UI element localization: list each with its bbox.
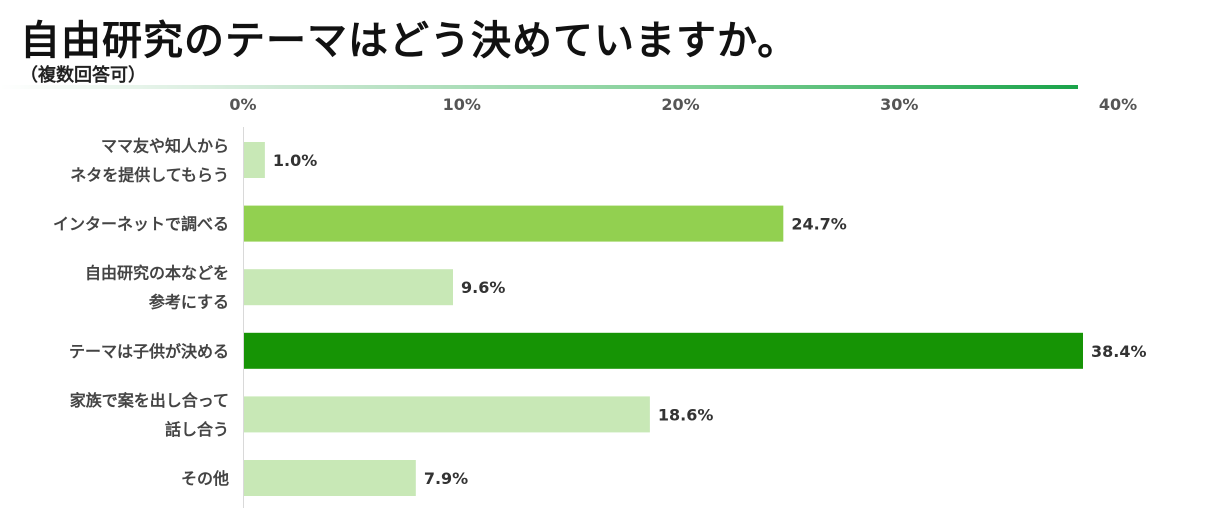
bar bbox=[244, 269, 453, 306]
value-label: 9.6% bbox=[461, 278, 505, 297]
category-label: その他 bbox=[181, 469, 229, 488]
x-tick-label: 0% bbox=[229, 95, 256, 114]
header-gradient-rule bbox=[0, 85, 1078, 89]
category-label: 家族で案を出し合って bbox=[70, 391, 229, 410]
value-label: 18.6% bbox=[658, 405, 714, 424]
category-label: 参考にする bbox=[149, 293, 229, 312]
bar bbox=[244, 205, 784, 242]
value-label: 24.7% bbox=[791, 215, 847, 234]
bar bbox=[244, 142, 265, 178]
category-label: テーマは子供が決める bbox=[69, 342, 229, 361]
x-tick-label: 20% bbox=[661, 95, 699, 114]
chart-subtitle: （複数回答可） bbox=[20, 65, 146, 86]
bar bbox=[244, 396, 650, 433]
x-tick-label: 10% bbox=[443, 95, 481, 114]
bar bbox=[244, 332, 1083, 369]
value-label: 1.0% bbox=[273, 151, 317, 170]
x-tick-label: 30% bbox=[880, 95, 918, 114]
x-tick-label: 40% bbox=[1099, 95, 1137, 114]
chart-title: 自由研究のテーマはどう決めていますか。 bbox=[20, 18, 799, 64]
category-label: ママ友や知人から bbox=[101, 137, 229, 156]
category-label: 話し合う bbox=[165, 420, 229, 439]
category-label: ネタを提供してもらう bbox=[70, 166, 229, 185]
value-label: 38.4% bbox=[1091, 342, 1147, 361]
category-label: 自由研究の本などを bbox=[85, 264, 229, 283]
category-label: インターネットで調べる bbox=[53, 215, 229, 234]
bar bbox=[244, 460, 416, 496]
value-label: 7.9% bbox=[424, 469, 468, 488]
